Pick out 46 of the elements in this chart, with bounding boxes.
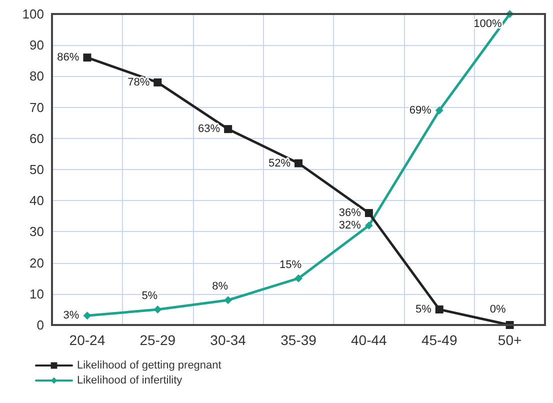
- x-tick-label: 25-29: [140, 332, 176, 348]
- data-label: 8%: [212, 280, 228, 293]
- point: [83, 54, 92, 62]
- x-tick-label: 35-39: [280, 332, 317, 348]
- data-label: 3%: [63, 310, 80, 322]
- point: [435, 305, 444, 314]
- point: [294, 274, 302, 282]
- point: [224, 296, 232, 304]
- point: [224, 125, 232, 134]
- x-tick-label: 45-49: [421, 332, 458, 348]
- point: [364, 221, 373, 230]
- x-tick-label: 50+: [498, 332, 522, 348]
- y-tick-label: 0: [36, 318, 44, 332]
- data-label: 15%: [279, 258, 302, 271]
- y-tick-label: 40: [30, 193, 44, 208]
- y-tick-label: 60: [30, 130, 44, 146]
- y-tick-label: 100: [22, 6, 44, 22]
- point: [364, 209, 373, 218]
- data-label: 52%: [268, 157, 291, 170]
- point: [435, 106, 444, 114]
- y-tick-label: 90: [30, 38, 44, 53]
- data-label: 100%: [474, 18, 502, 30]
- data-label: 5%: [142, 290, 158, 302]
- data-label: 63%: [198, 123, 220, 136]
- y-tick-label: 20: [30, 255, 44, 270]
- data-label: 86%: [57, 52, 80, 64]
- legend-label: Likelihood of getting pregnant: [77, 360, 222, 372]
- y-tick-label: 50: [30, 162, 44, 177]
- data-label: 69%: [409, 104, 432, 116]
- data-label: 36%: [338, 207, 362, 220]
- x-tick-label: 20-24: [69, 332, 106, 348]
- point: [83, 312, 92, 320]
- y-tick-label: 70: [30, 100, 44, 115]
- y-tick-label: 80: [30, 68, 44, 84]
- data-label: 32%: [338, 219, 362, 232]
- point: [294, 159, 302, 168]
- data-label: 0%: [490, 304, 506, 316]
- x-tick-label: 30-34: [210, 332, 246, 348]
- data-label: 5%: [415, 303, 432, 316]
- point: [154, 305, 162, 314]
- point: [154, 78, 162, 86]
- y-tick-label: 10: [30, 286, 44, 302]
- legend-label: Likelihood of infertility: [77, 374, 183, 386]
- y-tick-label: 30: [30, 224, 44, 240]
- data-label: 78%: [128, 76, 150, 88]
- x-tick-label: 40-44: [351, 332, 388, 348]
